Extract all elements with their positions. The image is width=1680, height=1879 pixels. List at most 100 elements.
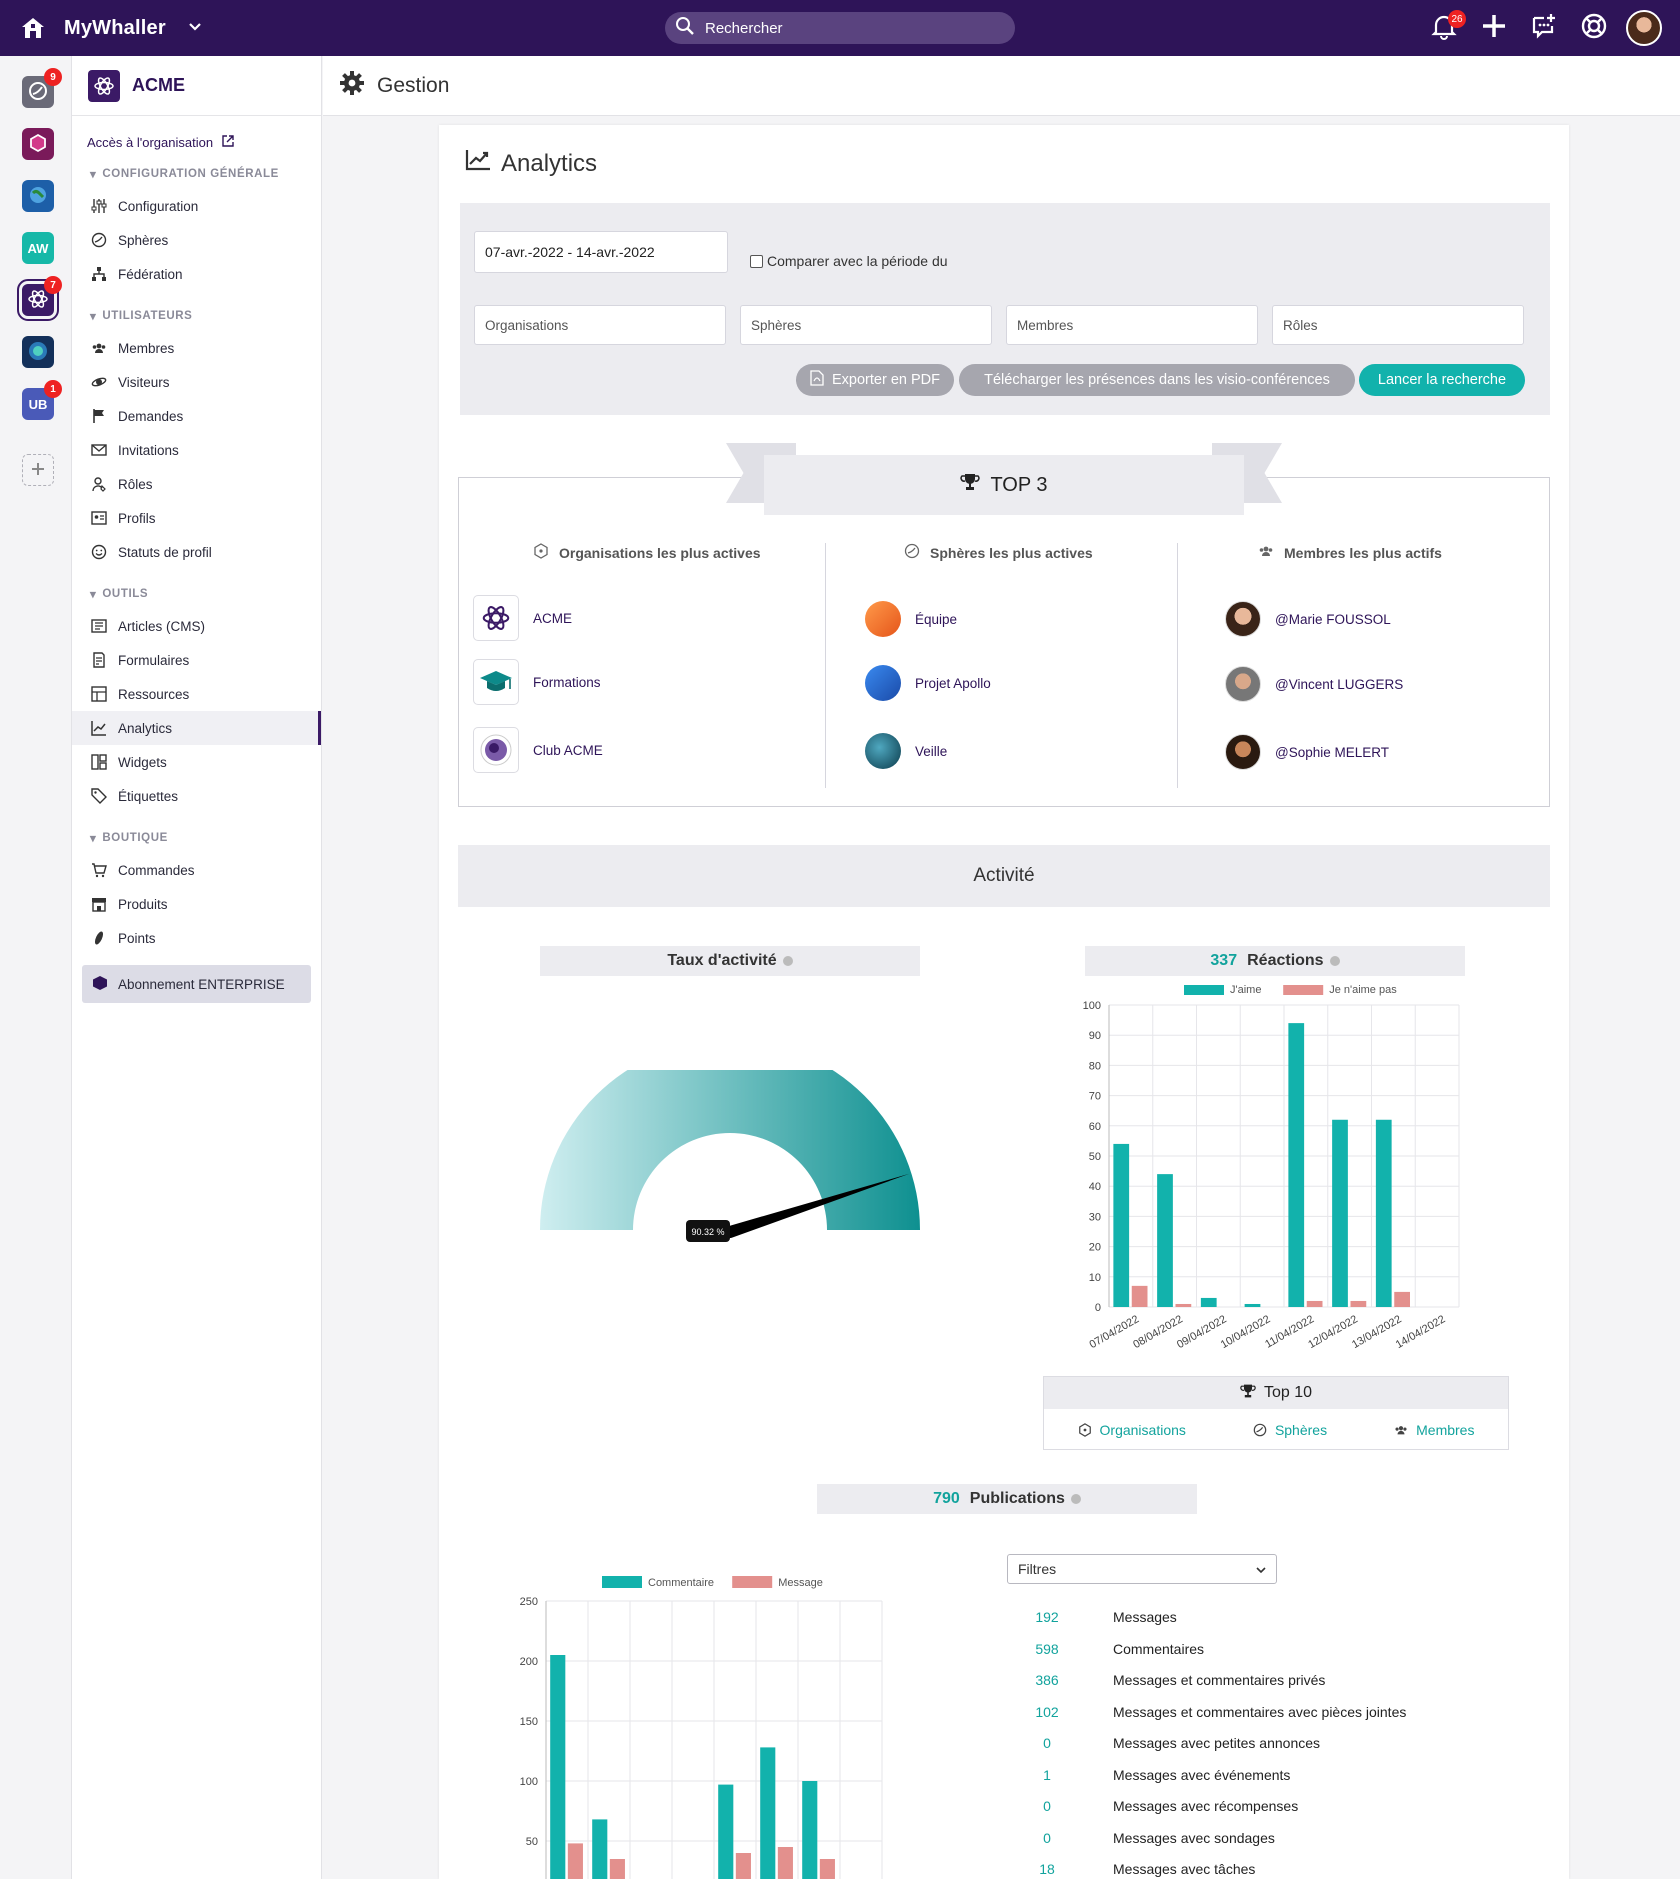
spheres-filter[interactable]: Sphères <box>740 305 992 345</box>
sliders-icon <box>90 197 108 215</box>
sidebar-item-commandes[interactable]: Commandes <box>72 853 321 887</box>
date-range-input[interactable]: 07-avr.-2022 - 14-avr.-2022 <box>474 231 728 273</box>
sidebar-item-visiteurs[interactable]: Visiteurs <box>72 365 321 399</box>
sidebar-item-profils[interactable]: Profils <box>72 501 321 535</box>
download-attendance-button[interactable]: Télécharger les présences dans les visio… <box>959 364 1355 396</box>
sidebar-item-federation[interactable]: Fédération <box>72 257 321 291</box>
question-icon[interactable] <box>782 956 793 966</box>
rail-item-6[interactable] <box>22 336 54 368</box>
search-input[interactable]: Rechercher <box>705 19 783 37</box>
chevron-down-icon[interactable] <box>188 19 202 37</box>
rail-item-3[interactable] <box>22 180 54 212</box>
rail-item-ub[interactable]: UB 1 <box>22 380 62 420</box>
section-shop[interactable]: ▾ BOUTIQUE <box>72 831 321 845</box>
users-icon <box>1394 1423 1408 1437</box>
y-tick-label: 100 <box>1083 1000 1101 1012</box>
sidebar-item-analytics[interactable]: Analytics <box>72 711 321 745</box>
sidebar-item-configuration[interactable]: Configuration <box>72 189 321 223</box>
rail-item-acme[interactable]: 7 <box>17 276 62 321</box>
membres-filter[interactable]: Membres <box>1006 305 1258 345</box>
add-organisation-button[interactable] <box>22 454 54 486</box>
home-icon[interactable] <box>18 13 48 43</box>
org-name: ACME <box>132 75 185 95</box>
x-tick-label: 14/04/2022 <box>1394 1313 1448 1351</box>
nav-label: Formulaires <box>118 652 190 668</box>
subscription-label: Abonnement ENTERPRISE <box>118 976 285 992</box>
sidebar-item-points[interactable]: Points <box>72 921 321 955</box>
top3-sphere-name: Projet Apollo <box>915 675 991 691</box>
sidebar-item-produits[interactable]: Produits <box>72 887 321 921</box>
sidebar-item-widgets[interactable]: Widgets <box>72 745 321 779</box>
sidebar-item-ressources[interactable]: Ressources <box>72 677 321 711</box>
gauge-value-label: 90.32 % <box>691 1227 724 1237</box>
nav-label: Ressources <box>118 686 190 702</box>
filters-select[interactable]: Filtres <box>1007 1554 1277 1584</box>
top3-sphere-row[interactable]: Veille <box>865 733 947 769</box>
app-name: MyWhaller <box>64 16 166 39</box>
roles-filter[interactable]: Rôles <box>1272 305 1524 345</box>
publications-count: 790 <box>933 1490 960 1507</box>
section-tools[interactable]: ▾ OUTILS <box>72 587 321 601</box>
brand[interactable]: MyWhaller <box>18 13 202 43</box>
stat-value: 192 <box>1035 1609 1059 1625</box>
top3-member-row[interactable]: @Marie FOUSSOL <box>1225 601 1391 637</box>
notifications-button[interactable]: 26 <box>1426 8 1466 48</box>
stat-row: 0 Messages avec récompenses <box>1019 1798 1298 1814</box>
rail-item-label: UB <box>28 396 48 412</box>
user-astronaut-icon <box>90 373 108 391</box>
filters-select-value: Filtres <box>1018 1561 1057 1577</box>
sidebar-item-statuts[interactable]: Statuts de profil <box>72 535 321 569</box>
sidebar-item-roles[interactable]: Rôles <box>72 467 321 501</box>
help-button[interactable] <box>1576 8 1612 48</box>
chat-add-button[interactable] <box>1526 8 1562 48</box>
bar <box>592 1819 608 1879</box>
top3-org-row[interactable]: Club ACME <box>473 727 603 773</box>
top3-sphere-row[interactable]: Projet Apollo <box>865 665 991 701</box>
export-pdf-button[interactable]: Exporter en PDF <box>796 364 954 396</box>
sidebar-item-invitations[interactable]: Invitations <box>72 433 321 467</box>
stat-row: 102 Messages et commentaires avec pièces … <box>1019 1704 1406 1720</box>
nav-label: Visiteurs <box>118 374 170 390</box>
sidebar-item-articles[interactable]: Articles (CMS) <box>72 609 321 643</box>
subscription-button[interactable]: Abonnement ENTERPRISE <box>82 965 311 1003</box>
question-icon[interactable] <box>1070 1494 1081 1504</box>
top3-org-row[interactable]: Formations <box>473 659 601 705</box>
acme-logo <box>473 595 519 641</box>
sidebar-item-formulaires[interactable]: Formulaires <box>72 643 321 677</box>
question-icon[interactable] <box>1329 956 1340 966</box>
stat-label: Messages avec petites annonces <box>1113 1735 1321 1751</box>
stat-label: Messages avec événements <box>1113 1766 1291 1783</box>
add-button[interactable] <box>1476 8 1512 48</box>
legend-label: Commentaire <box>648 1577 714 1589</box>
organisations-filter[interactable]: Organisations <box>474 305 726 345</box>
top3-spheres-header: Sphères les plus actives <box>904 543 1093 562</box>
rail-item-aw[interactable]: AW <box>22 232 54 264</box>
user-menu-button[interactable] <box>1626 8 1662 48</box>
section-users[interactable]: ▾ UTILISATEURS <box>72 309 321 323</box>
rail-item-2[interactable] <box>22 128 54 160</box>
sidebar-item-etiquettes[interactable]: Étiquettes <box>72 779 321 813</box>
top3-member-row[interactable]: @Sophie MELERT <box>1225 734 1389 770</box>
sidebar-item-membres[interactable]: Membres <box>72 331 321 365</box>
sidebar-item-spheres[interactable]: Sphères <box>72 223 321 257</box>
rail-item-1[interactable]: 9 <box>22 68 62 108</box>
bar <box>1200 1297 1217 1307</box>
nav-label: Invitations <box>118 442 179 458</box>
organisation-access-link[interactable]: Accès à l'organisation <box>72 116 321 151</box>
rail-badge: 7 <box>44 276 62 294</box>
top10-membres-link[interactable]: Membres <box>1394 1422 1474 1438</box>
top10-organisations-link[interactable]: Organisations <box>1078 1422 1186 1438</box>
top3-member-row[interactable]: @Vincent LUGGERS <box>1225 666 1403 702</box>
top3-org-row[interactable]: ACME <box>473 595 572 641</box>
compare-checkbox[interactable]: Comparer avec la période du <box>750 253 948 269</box>
bar <box>819 1859 835 1879</box>
planet-icon <box>27 340 49 365</box>
top3-sphere-row[interactable]: Équipe <box>865 601 957 637</box>
sidebar-item-demandes[interactable]: Demandes <box>72 399 321 433</box>
search-button[interactable]: Lancer la recherche <box>1359 364 1525 396</box>
bar <box>802 1781 818 1879</box>
top10-spheres-link[interactable]: Sphères <box>1253 1422 1327 1438</box>
search-bar[interactable]: Rechercher <box>665 12 1015 44</box>
section-general[interactable]: ▾ CONFIGURATION GÉNÉRALE <box>72 167 321 181</box>
gauge-arc <box>540 1070 920 1230</box>
